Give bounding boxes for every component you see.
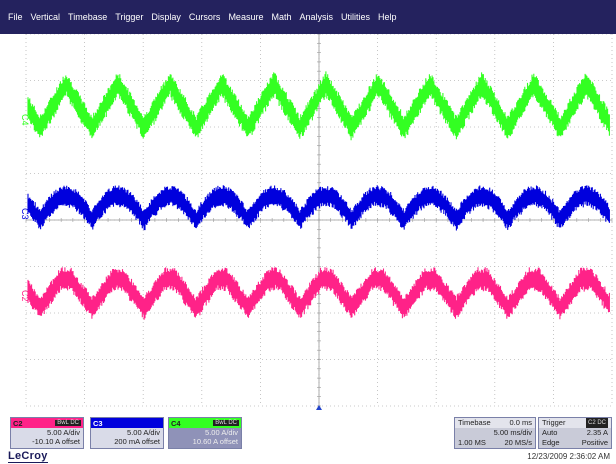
trigger-level: 2.35 A [586,428,608,437]
menu-bar: File Vertical Timebase Trigger Display C… [0,0,616,34]
trace-label-c2: C2 [20,290,30,302]
channel-box-c4[interactable]: C4 BwL DC 5.00 A/div 10.60 A offset [168,417,242,449]
c3-name: C3 [93,418,103,428]
trigger-title: Trigger [542,418,566,427]
timebase-samples: 1.00 MS [458,438,486,447]
channel-box-c3[interactable]: C3 5.00 A/div 200 mA offset [90,417,164,449]
c3-offset: 200 mA offset [114,437,160,446]
trigger-type: Edge [542,438,560,447]
c2-badge: BwL DC [55,420,81,426]
trigger-slope: Positive [581,438,608,447]
c2-scale: 5.00 A/div [47,428,80,437]
menu-vertical[interactable]: Vertical [30,12,61,22]
timebase-box[interactable]: Timebase 0.0 ms 5.00 ms/div 1.00 MS 20 M… [454,417,536,449]
menu-timebase[interactable]: Timebase [68,12,108,22]
menu-file[interactable]: File [8,12,23,22]
menu-display[interactable]: Display [151,12,181,22]
timebase-title: Timebase [458,418,491,427]
waveform-c3 [27,185,610,231]
timebase-per-div: 5.00 ms/div [493,428,532,437]
menu-trigger[interactable]: Trigger [115,12,144,22]
waveform-c4 [27,71,610,141]
lecroy-logo: LeCroy [8,450,48,463]
trigger-marker-icon [316,405,322,410]
menu-utilities[interactable]: Utilities [340,12,370,22]
trigger-badge: C2 DC [585,418,608,428]
waveform-grid[interactable] [0,34,616,410]
c4-offset: 10.60 A offset [192,437,238,446]
c4-badge: BwL DC [213,420,239,426]
menu-math[interactable]: Math [271,12,292,22]
waveform-c2 [27,267,610,320]
menu-cursors[interactable]: Cursors [188,12,221,22]
menu-help[interactable]: Help [378,12,397,22]
c3-scale: 5.00 A/div [127,428,160,437]
status-area: C2 BwL DC 5.00 A/div -10.10 A offset C3 … [0,414,616,464]
trace-label-c4: C4 [20,114,30,126]
c4-scale: 5.00 A/div [205,428,238,437]
c2-name: C2 [13,418,23,428]
c2-offset: -10.10 A offset [32,437,80,446]
menu-measure[interactable]: Measure [228,12,264,22]
timebase-rate: 20 MS/s [504,438,532,447]
trigger-box[interactable]: Trigger C2 DC Auto 2.35 A Edge Positive [538,417,612,449]
menu-analysis[interactable]: Analysis [299,12,333,22]
channel-box-c2[interactable]: C2 BwL DC 5.00 A/div -10.10 A offset [10,417,84,449]
scope-display[interactable]: C4 C3 C2 [0,34,616,410]
datetime-readout: 12/23/2009 2:36:02 AM [527,452,610,461]
timebase-delay: 0.0 ms [509,418,532,427]
c4-name: C4 [171,418,181,428]
trace-label-c3: C3 [20,208,30,220]
trigger-mode: Auto [542,428,558,437]
